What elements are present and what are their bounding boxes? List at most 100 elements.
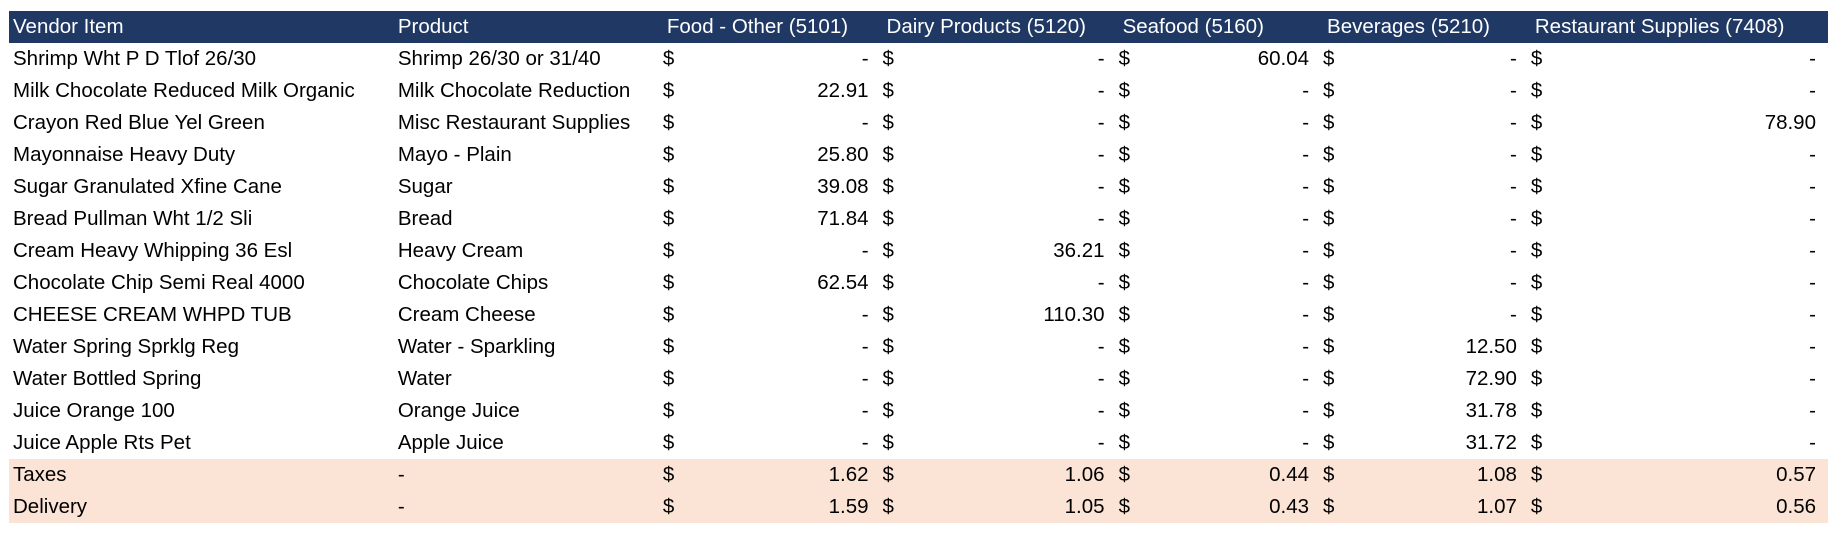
cell-currency-symbol[interactable]: $: [1530, 399, 1543, 422]
cell-currency-symbol[interactable]: $: [1323, 431, 1335, 454]
cell-amount-dairy-products[interactable]: -: [1097, 431, 1105, 454]
cell-product[interactable]: Mayo - Plain: [397, 143, 512, 166]
cell-currency-symbol[interactable]: $: [1323, 399, 1335, 422]
cell-vendor-item[interactable]: Juice Apple Rts Pet: [13, 431, 191, 454]
cell-amount-seafood[interactable]: 0.43: [1269, 495, 1310, 518]
cell-currency-symbol[interactable]: $: [882, 431, 894, 454]
cell-currency-symbol[interactable]: $: [1323, 239, 1335, 262]
cell-amount-dairy-products[interactable]: 110.30: [1043, 303, 1105, 326]
cell-amount-food-other[interactable]: -: [861, 111, 869, 134]
cell-currency-symbol[interactable]: $: [882, 495, 894, 518]
cell-currency-symbol[interactable]: $: [1530, 495, 1543, 518]
cell-amount-seafood[interactable]: 0.44: [1269, 463, 1310, 486]
cell-product[interactable]: Heavy Cream: [397, 239, 524, 262]
cell-currency-symbol[interactable]: $: [1118, 111, 1130, 134]
cell-currency-symbol[interactable]: $: [1530, 175, 1543, 198]
cell-currency-symbol[interactable]: $: [882, 79, 894, 102]
cell-product[interactable]: Orange Juice: [397, 399, 520, 422]
cell-currency-symbol[interactable]: $: [1118, 175, 1130, 198]
cell-vendor-item[interactable]: Chocolate Chip Semi Real 4000: [13, 271, 305, 294]
cell-currency-symbol[interactable]: $: [1323, 79, 1335, 102]
cell-amount-seafood[interactable]: -: [1302, 367, 1310, 390]
cell-currency-symbol[interactable]: $: [1118, 303, 1130, 326]
cell-currency-symbol[interactable]: $: [1530, 367, 1543, 390]
cell-vendor-item[interactable]: Crayon Red Blue Yel Green: [13, 111, 265, 134]
cell-product[interactable]: Misc Restaurant Supplies: [397, 111, 631, 134]
cell-currency-symbol[interactable]: $: [882, 303, 894, 326]
cell-currency-symbol[interactable]: $: [662, 303, 675, 326]
cell-currency-symbol[interactable]: $: [882, 207, 894, 230]
cell-currency-symbol[interactable]: $: [662, 399, 675, 422]
cell-amount-seafood[interactable]: -: [1302, 207, 1310, 230]
cell-currency-symbol[interactable]: $: [1530, 207, 1543, 230]
cell-amount-beverages[interactable]: 31.72: [1465, 431, 1517, 454]
cell-vendor-item[interactable]: Taxes: [13, 463, 67, 486]
cell-vendor-item[interactable]: Sugar Granulated Xfine Cane: [13, 175, 282, 198]
cell-currency-symbol[interactable]: $: [882, 239, 894, 262]
column-header-beverages[interactable]: Beverages (5210): [1327, 15, 1491, 38]
cell-amount-beverages[interactable]: -: [1510, 175, 1517, 198]
cell-amount-restaurant-supplies[interactable]: 78.90: [1764, 111, 1816, 134]
cell-amount-beverages[interactable]: -: [1510, 79, 1517, 102]
cell-amount-seafood[interactable]: -: [1302, 143, 1310, 166]
cell-currency-symbol[interactable]: $: [662, 143, 675, 166]
cell-product[interactable]: Water: [397, 367, 452, 390]
cell-vendor-item[interactable]: Delivery: [13, 495, 88, 518]
cell-amount-restaurant-supplies[interactable]: 0.56: [1776, 495, 1816, 518]
cell-currency-symbol[interactable]: $: [1323, 335, 1335, 358]
cell-currency-symbol[interactable]: $: [1530, 463, 1543, 486]
column-header-vendor-item[interactable]: Vendor Item: [13, 15, 124, 38]
column-header-restaurant-supplies[interactable]: Restaurant Supplies (7408): [1534, 15, 1785, 38]
cell-currency-symbol[interactable]: $: [882, 175, 894, 198]
cell-currency-symbol[interactable]: $: [882, 463, 894, 486]
cell-amount-restaurant-supplies[interactable]: -: [1809, 239, 1816, 262]
cell-amount-beverages[interactable]: 1.07: [1476, 495, 1517, 518]
cell-amount-food-other[interactable]: -: [861, 367, 869, 390]
cell-currency-symbol[interactable]: $: [662, 495, 675, 518]
cell-amount-seafood[interactable]: 60.04: [1257, 47, 1310, 70]
cell-amount-restaurant-supplies[interactable]: -: [1809, 47, 1816, 70]
cell-vendor-item[interactable]: Juice Orange 100: [13, 399, 175, 422]
cell-amount-restaurant-supplies[interactable]: -: [1809, 143, 1816, 166]
cell-amount-seafood[interactable]: -: [1302, 303, 1310, 326]
cell-currency-symbol[interactable]: $: [662, 239, 675, 262]
cell-vendor-item[interactable]: Bread Pullman Wht 1/2 Sli: [13, 207, 253, 230]
cell-amount-restaurant-supplies[interactable]: -: [1809, 335, 1816, 358]
cell-amount-dairy-products[interactable]: -: [1097, 47, 1105, 70]
cell-amount-beverages[interactable]: 12.50: [1465, 335, 1517, 358]
cell-amount-restaurant-supplies[interactable]: 0.57: [1776, 463, 1816, 486]
cell-product[interactable]: -: [397, 495, 405, 518]
cell-amount-beverages[interactable]: -: [1510, 47, 1517, 70]
cell-vendor-item[interactable]: Milk Chocolate Reduced Milk Organic: [13, 79, 355, 102]
cell-currency-symbol[interactable]: $: [1323, 303, 1335, 326]
cell-currency-symbol[interactable]: $: [1323, 463, 1335, 486]
cell-currency-symbol[interactable]: $: [882, 111, 894, 134]
cell-amount-seafood[interactable]: -: [1302, 111, 1310, 134]
cell-amount-food-other[interactable]: 39.08: [817, 175, 869, 198]
cell-currency-symbol[interactable]: $: [1530, 303, 1543, 326]
cell-vendor-item[interactable]: CHEESE CREAM WHPD TUB: [13, 303, 292, 326]
cell-currency-symbol[interactable]: $: [1118, 399, 1130, 422]
cell-amount-food-other[interactable]: 1.62: [828, 463, 869, 486]
cell-currency-symbol[interactable]: $: [882, 367, 894, 390]
cell-currency-symbol[interactable]: $: [662, 175, 675, 198]
cell-currency-symbol[interactable]: $: [1323, 495, 1335, 518]
cell-currency-symbol[interactable]: $: [1118, 143, 1130, 166]
cell-currency-symbol[interactable]: $: [1323, 271, 1335, 294]
cell-currency-symbol[interactable]: $: [1118, 431, 1130, 454]
cell-amount-seafood[interactable]: -: [1302, 239, 1310, 262]
cell-amount-food-other[interactable]: 25.80: [817, 143, 869, 166]
cell-currency-symbol[interactable]: $: [662, 111, 675, 134]
cell-amount-restaurant-supplies[interactable]: -: [1809, 367, 1816, 390]
cell-currency-symbol[interactable]: $: [1118, 239, 1130, 262]
cell-amount-seafood[interactable]: -: [1302, 79, 1310, 102]
cell-amount-dairy-products[interactable]: -: [1097, 111, 1105, 134]
cell-currency-symbol[interactable]: $: [662, 367, 675, 390]
cell-currency-symbol[interactable]: $: [662, 271, 675, 294]
cell-currency-symbol[interactable]: $: [1118, 47, 1130, 70]
cell-currency-symbol[interactable]: $: [1323, 207, 1335, 230]
cell-amount-dairy-products[interactable]: -: [1097, 79, 1105, 102]
cell-amount-food-other[interactable]: -: [861, 399, 869, 422]
cell-amount-food-other[interactable]: 1.59: [828, 495, 869, 518]
cell-currency-symbol[interactable]: $: [1323, 175, 1335, 198]
